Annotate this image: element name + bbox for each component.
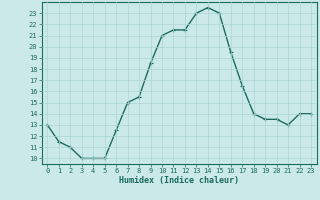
X-axis label: Humidex (Indice chaleur): Humidex (Indice chaleur) xyxy=(119,176,239,185)
